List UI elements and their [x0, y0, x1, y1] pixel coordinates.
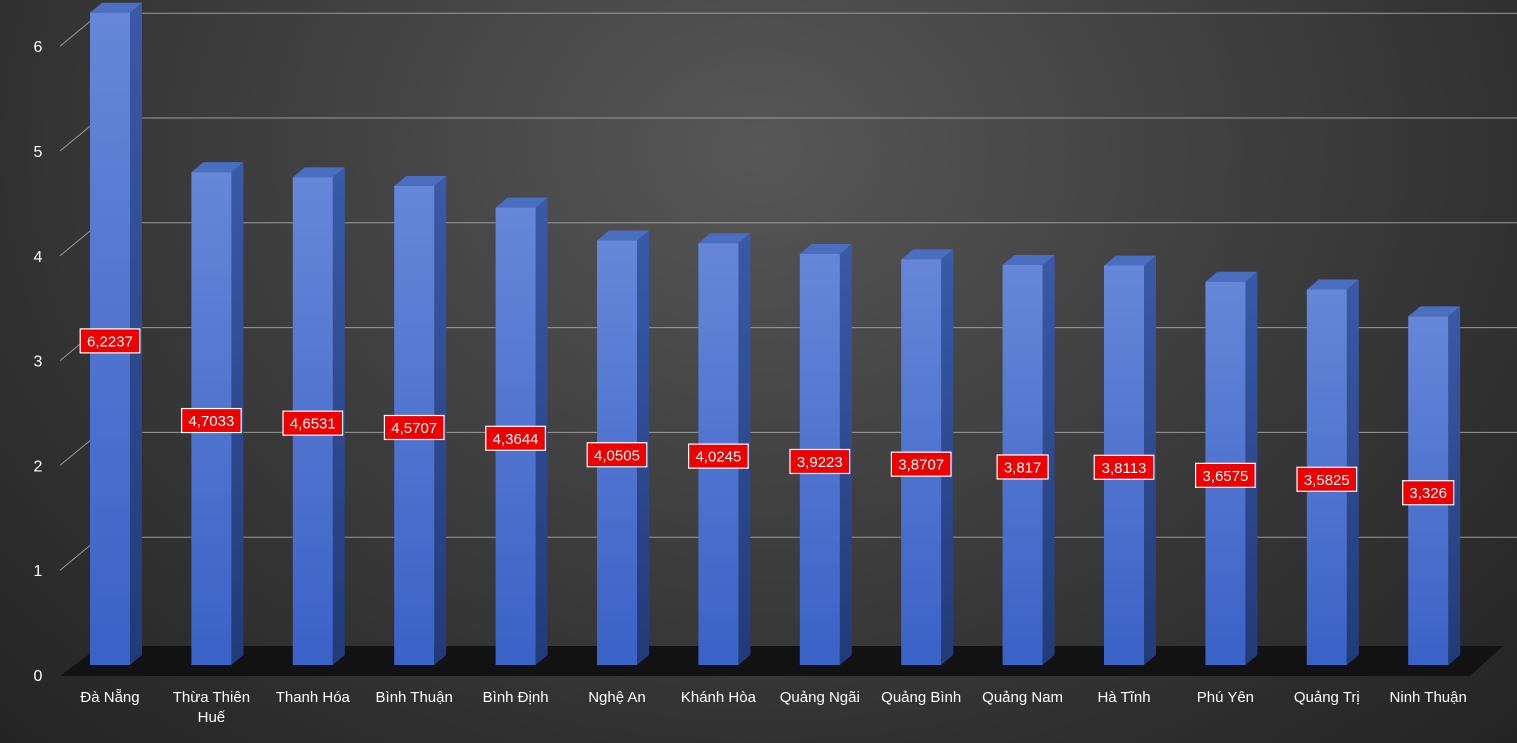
- data-label: 3,6575: [1194, 462, 1256, 488]
- y-tick-label: 3: [34, 354, 43, 371]
- data-label-box: [282, 410, 344, 436]
- bar-top: [191, 162, 244, 173]
- data-label: 3,817: [996, 454, 1049, 480]
- data-label-text: 3,5825: [1304, 472, 1350, 489]
- data-label-box: [586, 442, 648, 468]
- data-label: 3,9223: [789, 448, 851, 475]
- data-label-box: [1093, 454, 1155, 480]
- y-tick-label: 6: [34, 39, 43, 56]
- x-tick-label: Thừa Thiên Huế: [173, 689, 250, 726]
- data-label-text: 3,9223: [797, 454, 843, 471]
- data-label-text: 3,6575: [1202, 468, 1248, 485]
- bars-layer: [90, 2, 1461, 666]
- data-label-text: 4,0505: [594, 447, 640, 464]
- bar-top: [597, 230, 649, 241]
- x-tick-label: Đà Nẵng: [80, 689, 139, 706]
- data-label: 4,6531: [282, 410, 344, 436]
- x-tick-label: Nghệ An: [588, 689, 646, 706]
- bar-top: [495, 197, 548, 208]
- data-label-text: 4,5707: [391, 420, 437, 437]
- x-tick-label: Bình Định: [483, 689, 549, 706]
- data-label-text: 4,6531: [290, 416, 336, 433]
- x-tick-label: Bình Thuận: [376, 689, 453, 706]
- bar-top: [1002, 254, 1055, 265]
- data-label-box: [181, 407, 242, 434]
- x-tick-label: Thanh Hóa: [276, 689, 351, 706]
- data-label-box: [79, 328, 141, 354]
- y-tick-label: 2: [34, 458, 43, 475]
- data-label: 4,0245: [687, 443, 749, 469]
- data-label: 3,8707: [890, 451, 952, 477]
- y-axis: 0 1 2 3 4 5 6: [34, 39, 43, 685]
- data-label: 4,3644: [485, 425, 546, 451]
- y-tick-label: 5: [34, 144, 43, 161]
- data-label-text: 4,7033: [188, 413, 234, 430]
- bar-top: [901, 249, 954, 260]
- bar-top: [1205, 271, 1258, 282]
- y-tick-label: 0: [34, 668, 43, 685]
- data-label-text: 4,3644: [493, 431, 539, 448]
- floor-plane: [60, 646, 1503, 676]
- bar-top: [394, 175, 447, 186]
- x-tick-label: Phú Yên: [1197, 689, 1254, 706]
- data-label-box: [383, 414, 445, 441]
- y-tick-label: 4: [34, 249, 43, 266]
- data-label: 4,5707: [383, 414, 445, 441]
- data-label-text: 3,326: [1409, 485, 1447, 502]
- data-label-box: [1194, 462, 1256, 488]
- bar-top: [1306, 279, 1359, 290]
- data-labels-layer: 6,2237 4,7033 4,6531 4,5707 4,3644 4,0505 4,02…: [79, 328, 1455, 506]
- y-tick-label: 1: [34, 563, 43, 580]
- x-tick-label: Khánh Hòa: [681, 689, 757, 706]
- bar-top: [799, 243, 852, 254]
- x-tick-label: Quảng Bình: [881, 689, 961, 706]
- bar-top: [698, 233, 751, 244]
- data-label-box: [789, 448, 851, 475]
- data-label: 3,5825: [1296, 466, 1358, 492]
- x-tick-label: Quảng Nam: [982, 689, 1063, 706]
- data-label-text: 6,2237: [87, 333, 133, 350]
- x-axis: Đà Nẵng Thừa Thiên Huế Thanh Hóa Bình Thuận B…: [80, 689, 1466, 726]
- bar-top: [1408, 306, 1461, 317]
- bar-top: [292, 167, 345, 178]
- x-tick-label: Quảng Trị: [1294, 689, 1360, 706]
- x-tick-label: Hà Tĩnh: [1097, 689, 1150, 706]
- bar-top: [1104, 255, 1156, 266]
- data-label-box: [1402, 480, 1455, 506]
- data-label: 4,0505: [586, 442, 648, 468]
- data-label-text: 3,817: [1004, 459, 1042, 476]
- bar-top: [90, 2, 142, 13]
- data-label-text: 3,8707: [898, 457, 944, 474]
- data-label-box: [1296, 466, 1358, 492]
- data-label-box: [996, 454, 1049, 480]
- bar: [90, 2, 142, 666]
- chart-floor: [60, 646, 1503, 676]
- data-label-box: [485, 425, 546, 451]
- data-label: 3,8113: [1093, 454, 1155, 480]
- data-label-text: 4,0245: [695, 449, 741, 466]
- data-label: 4,7033: [181, 407, 242, 434]
- x-tick-label: Quảng Ngãi: [780, 689, 860, 706]
- data-label-text: 3,8113: [1102, 460, 1147, 477]
- data-label-box: [890, 451, 952, 477]
- x-tick-label: Ninh Thuận: [1390, 689, 1467, 706]
- data-label-box: [687, 443, 749, 469]
- data-label: 3,326: [1402, 480, 1455, 506]
- data-label: 6,2237: [79, 328, 141, 354]
